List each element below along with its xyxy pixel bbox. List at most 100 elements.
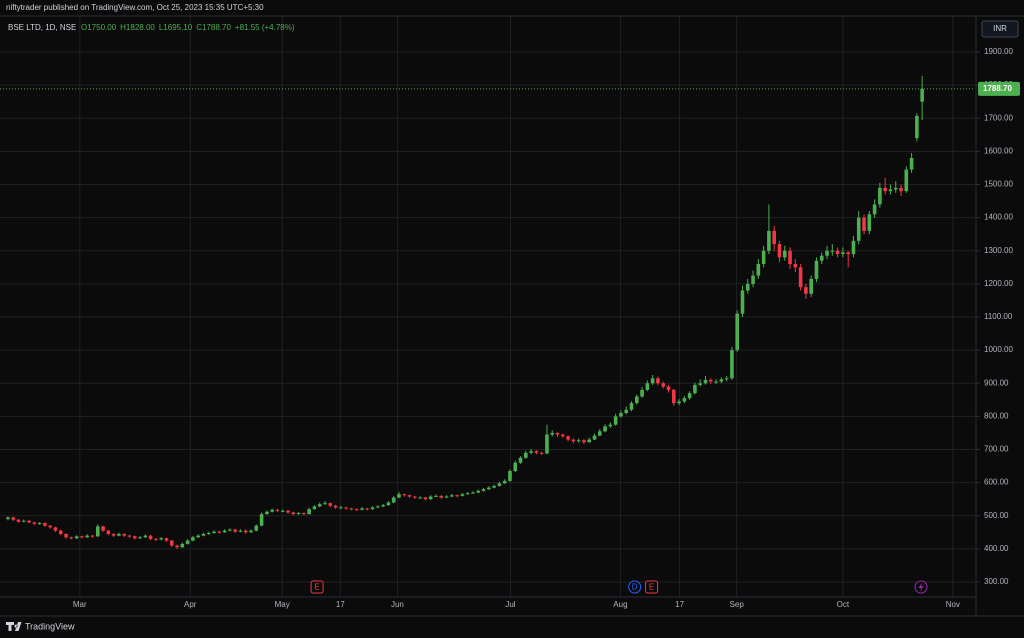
candle-body <box>740 290 745 314</box>
candle-body <box>788 250 792 265</box>
currency[interactable]: INR <box>993 24 1007 33</box>
candle-body <box>180 543 185 548</box>
candle-body <box>756 264 761 276</box>
candle-body <box>624 409 629 414</box>
candle-body <box>693 384 697 394</box>
candle-body <box>751 275 755 284</box>
candle-body <box>386 502 391 506</box>
candle-body <box>148 535 153 539</box>
candle-body <box>291 512 296 515</box>
candle-body <box>719 379 724 382</box>
candle-body <box>80 536 84 538</box>
candle-body <box>661 383 666 387</box>
candle-body <box>492 485 496 488</box>
candle-body <box>819 255 824 261</box>
candle-body <box>682 398 687 402</box>
y-tick-label: 500.00 <box>984 511 1009 520</box>
candle-body <box>275 509 280 511</box>
candle-body <box>185 540 190 544</box>
candle-body <box>159 538 163 540</box>
candle-body <box>645 383 650 390</box>
candle-body <box>328 503 333 506</box>
candle-body <box>698 383 703 385</box>
candle-body <box>777 244 782 258</box>
candle-body <box>259 514 264 526</box>
candle-body <box>407 495 412 497</box>
candle-body <box>428 496 433 500</box>
y-tick-label: 1700.00 <box>984 113 1013 122</box>
y-tick-label: 800.00 <box>984 411 1009 420</box>
candle-body <box>233 529 237 532</box>
y-tick-label: 1400.00 <box>984 213 1013 222</box>
candle-body <box>64 533 68 538</box>
candle-body <box>413 496 417 498</box>
candle-body <box>867 214 872 231</box>
event-marker <box>310 580 324 594</box>
candle-body <box>634 396 639 404</box>
dividend-lightning-marker <box>914 580 928 594</box>
candle-body <box>249 530 253 533</box>
candle-body <box>508 471 512 481</box>
candle-body <box>397 494 401 498</box>
candle-body <box>280 510 285 512</box>
lightning-icon <box>918 582 924 592</box>
candle-body <box>476 490 481 493</box>
x-tick-label: Sep <box>730 600 745 609</box>
y-tick-label: 1300.00 <box>984 246 1013 255</box>
y-tick-label: 300.00 <box>984 577 1009 586</box>
candle-body <box>518 457 523 463</box>
x-tick-label: Nov <box>946 600 960 609</box>
x-tick-label: 17 <box>336 600 345 609</box>
candle-body <box>286 510 290 513</box>
candle-body <box>561 434 565 437</box>
candle-body <box>899 187 903 192</box>
candle-body <box>106 530 111 534</box>
x-tick-label: Mar <box>73 600 87 609</box>
event-label: E <box>649 583 654 592</box>
candle-body <box>74 536 79 539</box>
currency-box[interactable] <box>981 20 1019 38</box>
y-tick-label: 1500.00 <box>984 180 1013 189</box>
candle-body <box>444 496 449 498</box>
candle-body <box>48 525 53 528</box>
candle-body <box>687 393 692 399</box>
candle-body <box>143 535 148 538</box>
candle-body <box>730 350 734 379</box>
y-tick-label: 1000.00 <box>984 345 1013 354</box>
footer-logo <box>6 622 22 631</box>
y-tick-label: 900.00 <box>984 378 1009 387</box>
candle-body <box>846 252 850 255</box>
candle-body <box>529 451 533 453</box>
event-label: E <box>314 583 319 592</box>
candle-body <box>534 451 539 453</box>
candle-body <box>619 413 623 417</box>
x-tick-label: Apr <box>184 600 197 609</box>
candle-body <box>11 517 16 520</box>
candle-body <box>745 283 750 291</box>
candle-body <box>169 540 174 546</box>
candle-body <box>513 462 518 472</box>
candle-body <box>349 508 354 510</box>
ohlc-legend: O1750.00 H1828.00 L1695.10 C1788.70 +81.55 (… <box>81 23 295 32</box>
y-tick-label: 1900.00 <box>984 47 1013 56</box>
candle-body <box>582 440 586 443</box>
candle-body <box>132 536 137 539</box>
candle-body <box>878 187 882 205</box>
candle-body <box>487 487 491 490</box>
candle-body <box>735 313 739 351</box>
candle-body <box>545 434 549 454</box>
candle-body <box>566 436 570 440</box>
candle-body <box>703 379 708 384</box>
candle-body <box>851 240 856 255</box>
candle-body <box>339 507 343 509</box>
candle-body <box>85 535 89 538</box>
candle-body <box>450 495 454 497</box>
candle-body <box>904 169 909 192</box>
candle-body <box>597 431 602 436</box>
candle-body <box>381 505 385 507</box>
candle-body <box>767 230 771 251</box>
candle-body <box>629 403 634 410</box>
candle-body <box>243 530 248 533</box>
candle-body <box>555 432 560 435</box>
candle-body <box>365 508 370 510</box>
